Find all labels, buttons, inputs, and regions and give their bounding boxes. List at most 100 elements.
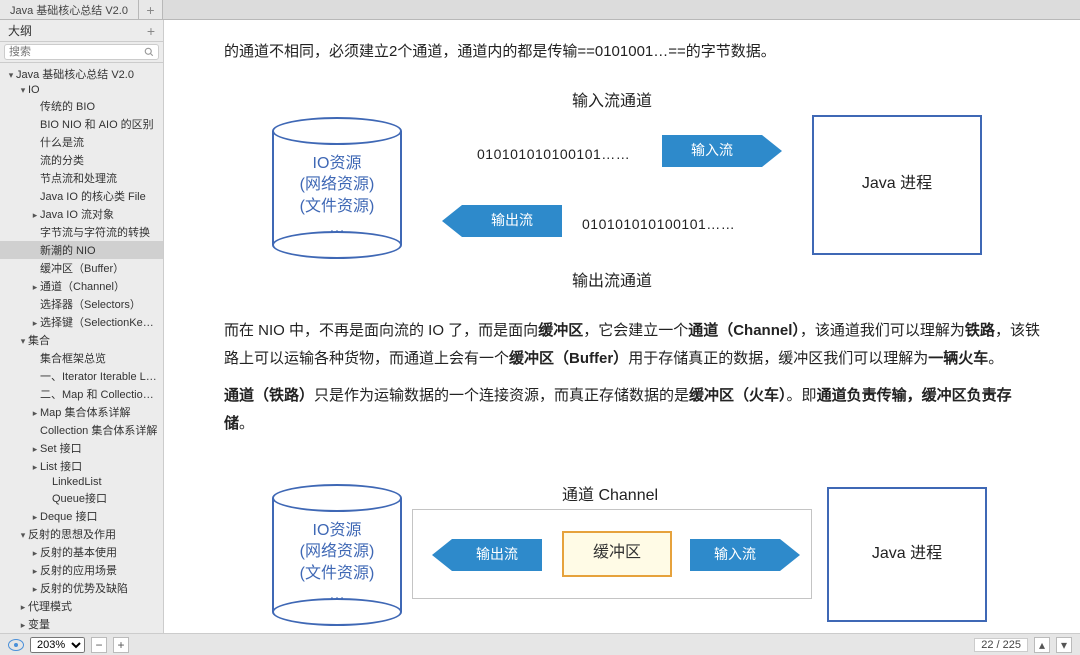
outline-item-label: 传统的 BIO bbox=[40, 101, 95, 113]
tree-toggle-icon[interactable]: ▾ bbox=[18, 85, 28, 96]
outline-item[interactable]: 节点流和处理流 bbox=[0, 169, 163, 187]
outline-item-label: 什么是流 bbox=[40, 137, 84, 149]
outline-item-label: IO bbox=[28, 84, 40, 96]
tree-toggle-icon[interactable]: ▸ bbox=[30, 282, 40, 293]
binary-data: 010101010100101…… bbox=[582, 211, 735, 238]
outline-item-label: LinkedList bbox=[52, 476, 102, 488]
view-mode-icon[interactable] bbox=[8, 639, 24, 651]
tree-toggle-icon[interactable]: ▸ bbox=[30, 444, 40, 455]
outline-item[interactable]: ▸Set 接口 bbox=[0, 439, 163, 457]
outline-item[interactable]: ▸变量 bbox=[0, 615, 163, 633]
tree-toggle-icon[interactable]: ▾ bbox=[18, 336, 28, 347]
outline-item[interactable]: 流的分类 bbox=[0, 151, 163, 169]
outline-item[interactable]: ▸List 接口 bbox=[0, 457, 163, 475]
input-arrow: 输入流 bbox=[690, 539, 780, 571]
outline-item[interactable]: ▸通道（Channel） bbox=[0, 277, 163, 295]
tree-toggle-icon[interactable]: ▸ bbox=[18, 602, 28, 613]
outline-item-label: 新潮的 NIO bbox=[40, 245, 96, 257]
tree-toggle-icon[interactable]: ▸ bbox=[30, 408, 40, 419]
cyl-label: (文件资源) bbox=[278, 563, 396, 585]
outline-item[interactable]: 集合框架总览 bbox=[0, 349, 163, 367]
binary-data: 010101010100101…… bbox=[477, 141, 630, 168]
page-down-button[interactable]: ▾ bbox=[1056, 637, 1072, 653]
tree-toggle-icon[interactable]: ▸ bbox=[30, 566, 40, 577]
paragraph: 的通道不相同，必须建立2个通道，通道内的都是传输==0101001…==的字节数… bbox=[224, 38, 1040, 67]
outline-item[interactable]: 新潮的 NIO bbox=[0, 241, 163, 259]
outline-item[interactable]: ▾反射的思想及作用 bbox=[0, 525, 163, 543]
outline-item[interactable]: LinkedList bbox=[0, 475, 163, 489]
zoom-select[interactable]: 203% bbox=[30, 637, 85, 653]
tree-toggle-icon[interactable]: ▸ bbox=[30, 584, 40, 595]
outline-item-label: 变量 bbox=[28, 619, 50, 631]
outline-item[interactable]: 传统的 BIO bbox=[0, 97, 163, 115]
outline-item[interactable]: ▸反射的优势及缺陷 bbox=[0, 579, 163, 597]
outline-item[interactable]: ▸Deque 接口 bbox=[0, 507, 163, 525]
outline-item-label: 字节流与字符流的转换 bbox=[40, 227, 150, 239]
outline-item-label: Queue接口 bbox=[52, 493, 107, 505]
out-channel-label: 输出流通道 bbox=[572, 267, 652, 297]
tree-toggle-icon[interactable]: ▸ bbox=[30, 512, 40, 523]
outline-item-label: Java IO 的核心类 File bbox=[40, 191, 146, 203]
sidebar-title: 大纲 bbox=[8, 22, 32, 39]
page-indicator: 22 / 225 bbox=[974, 638, 1028, 652]
plus-icon: + bbox=[146, 2, 154, 18]
page-up-button[interactable]: ▴ bbox=[1034, 637, 1050, 653]
outline-item[interactable]: Java IO 的核心类 File bbox=[0, 187, 163, 205]
outline-item-label: Deque 接口 bbox=[40, 511, 97, 523]
outline-item[interactable]: Collection 集合体系详解 bbox=[0, 421, 163, 439]
outline-item[interactable]: 什么是流 bbox=[0, 133, 163, 151]
sidebar-search-row bbox=[0, 42, 163, 63]
outline-item-label: 反射的基本使用 bbox=[40, 547, 117, 559]
outline-item-label: 通道（Channel） bbox=[40, 281, 125, 293]
tree-toggle-icon[interactable]: ▸ bbox=[30, 318, 40, 329]
cyl-label: IO资源 bbox=[278, 520, 396, 542]
document-tab-label: Java 基础核心总结 V2.0 bbox=[10, 2, 128, 18]
tree-toggle-icon[interactable]: ▾ bbox=[6, 70, 16, 81]
outline-item[interactable]: ▸Java IO 流对象 bbox=[0, 205, 163, 223]
tree-toggle-icon[interactable]: ▸ bbox=[30, 210, 40, 221]
outline-item-label: 流的分类 bbox=[40, 155, 84, 167]
outline-item-label: 集合框架总览 bbox=[40, 353, 106, 365]
zoom-in-button[interactable]: + bbox=[113, 637, 129, 653]
outline-tree[interactable]: ▾Java 基础核心总结 V2.0▾IO传统的 BIOBIO NIO 和 AIO… bbox=[0, 63, 163, 633]
new-tab-button[interactable]: + bbox=[139, 0, 163, 19]
tree-toggle-icon[interactable]: ▸ bbox=[30, 548, 40, 559]
outline-item[interactable]: ▸反射的应用场景 bbox=[0, 561, 163, 579]
outline-item[interactable]: ▾集合 bbox=[0, 331, 163, 349]
outline-item[interactable]: Queue接口 bbox=[0, 489, 163, 507]
io-resource-cylinder: IO资源 (网络资源) (文件资源) … bbox=[272, 117, 402, 259]
outline-item[interactable]: 缓冲区（Buffer） bbox=[0, 259, 163, 277]
outline-item[interactable]: ▾Java 基础核心总结 V2.0 bbox=[0, 65, 163, 83]
outline-item-label: 反射的思想及作用 bbox=[28, 529, 116, 541]
outline-item-label: 一、Iterator Iterable Lis… bbox=[40, 371, 163, 383]
tree-toggle-icon[interactable]: ▸ bbox=[30, 462, 40, 473]
nio-diagram: IO资源 (网络资源) (文件资源) … 通道 Channel 输出流 缓冲区 … bbox=[272, 459, 992, 634]
outline-item[interactable]: ▾IO bbox=[0, 83, 163, 97]
outline-item-label: 集合 bbox=[28, 335, 50, 347]
outline-item[interactable]: ▸Map 集合体系详解 bbox=[0, 403, 163, 421]
status-bar: 203% − + 22 / 225 ▴ ▾ bbox=[0, 633, 1080, 655]
outline-item[interactable]: 字节流与字符流的转换 bbox=[0, 223, 163, 241]
outline-item-label: 反射的优势及缺陷 bbox=[40, 583, 128, 595]
tree-toggle-icon[interactable]: ▸ bbox=[18, 620, 28, 631]
outline-item-label: 代理模式 bbox=[28, 601, 72, 613]
cyl-label: (网络资源) bbox=[278, 174, 396, 196]
java-process-box: Java 进程 bbox=[812, 115, 982, 255]
outline-item[interactable]: 二、Map 和 Collection… bbox=[0, 385, 163, 403]
document-content[interactable]: 的通道不相同，必须建立2个通道，通道内的都是传输==0101001…==的字节数… bbox=[164, 20, 1080, 633]
outline-item[interactable]: 一、Iterator Iterable Lis… bbox=[0, 367, 163, 385]
outline-item[interactable]: ▸代理模式 bbox=[0, 597, 163, 615]
tree-toggle-icon[interactable]: ▾ bbox=[18, 530, 28, 541]
outline-item[interactable]: 选择器（Selectors） bbox=[0, 295, 163, 313]
document-tab[interactable]: Java 基础核心总结 V2.0 bbox=[0, 0, 139, 19]
outline-item[interactable]: ▸反射的基本使用 bbox=[0, 543, 163, 561]
zoom-out-button[interactable]: − bbox=[91, 637, 107, 653]
io-resource-cylinder: IO资源 (网络资源) (文件资源) … bbox=[272, 484, 402, 626]
tab-bar: Java 基础核心总结 V2.0 + bbox=[0, 0, 1080, 20]
outline-item-label: Set 接口 bbox=[40, 443, 82, 455]
input-arrow: 输入流 bbox=[662, 135, 762, 167]
search-input[interactable] bbox=[4, 44, 159, 60]
sidebar-add-button[interactable]: + bbox=[147, 23, 155, 39]
outline-item[interactable]: ▸选择键（SelectionKey） bbox=[0, 313, 163, 331]
outline-item[interactable]: BIO NIO 和 AIO 的区别 bbox=[0, 115, 163, 133]
